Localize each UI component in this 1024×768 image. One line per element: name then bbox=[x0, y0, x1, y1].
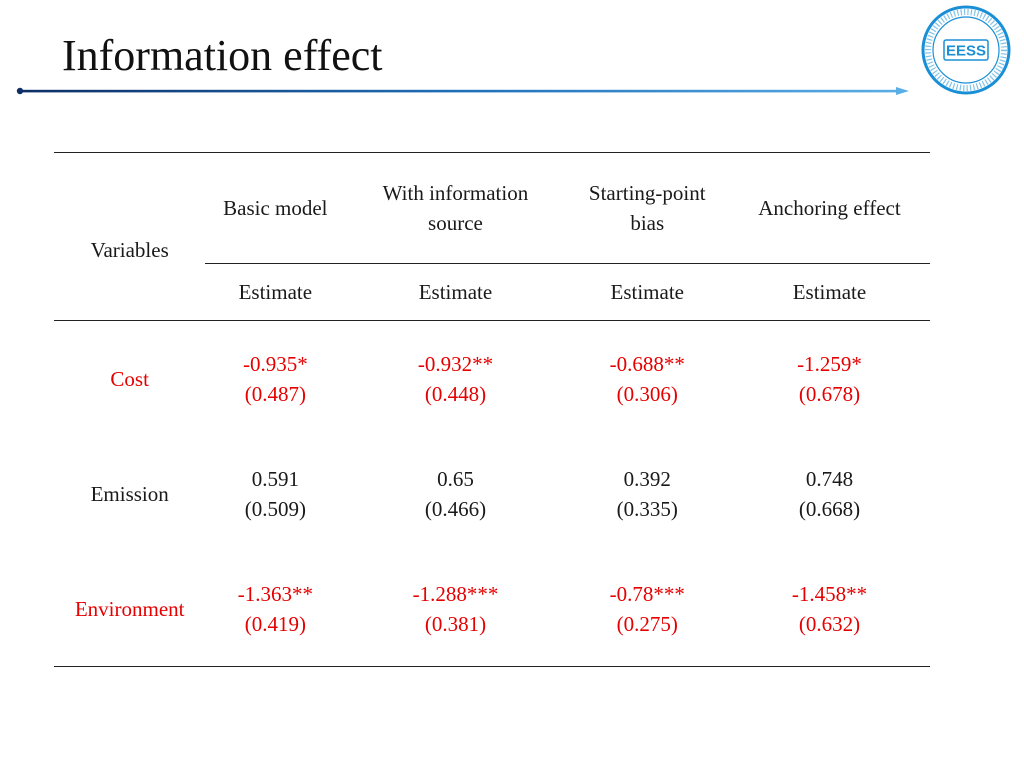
subheader-estimate: Estimate bbox=[205, 263, 346, 321]
table-row-emission: Emission 0.591 (0.509) 0.65 (0.466) 0.392(… bbox=[54, 436, 930, 551]
table-cell: -1.259* (0.678) bbox=[797, 351, 862, 406]
title-underline bbox=[16, 87, 909, 95]
slide-title: Information effect bbox=[62, 31, 383, 80]
table-cell: 0.748 (0.668) bbox=[798, 466, 861, 521]
col-header-starting-point-bias: Starting-point bias bbox=[565, 152, 729, 264]
table-row-environment: Environment -1.363** (0.419) -1.288*** (0.… bbox=[54, 551, 930, 667]
table-cell: 0.65 (0.466) bbox=[424, 466, 487, 521]
logo-text: EESS bbox=[946, 43, 986, 60]
subheader-estimate: Estimate bbox=[728, 263, 930, 321]
row-label: Emission bbox=[90, 481, 169, 506]
table-cell: 0.392 (0.335) bbox=[616, 466, 678, 521]
results-table: Variables Basic model With information s… bbox=[54, 152, 930, 667]
col-header-basic-model: Basic model bbox=[205, 152, 346, 264]
table-row-cost: Cost -0.935* (0.487) -0.932** (0.448) -0.6… bbox=[54, 321, 930, 437]
table-cell: -0.78*** (0.275) bbox=[565, 551, 729, 667]
row-label: Cost bbox=[110, 366, 149, 391]
table-cell: -0.688** (0.306) bbox=[609, 351, 685, 406]
col-header-information-source: With information source bbox=[345, 152, 566, 264]
table-cell: -0.935* (0.487) bbox=[242, 351, 308, 406]
subheader-estimate: Estimate bbox=[565, 263, 729, 321]
variables-header: Variables bbox=[54, 152, 206, 321]
table-cell: -1.458** (0.632) bbox=[728, 551, 930, 667]
table-cell: -1.288*** (0.381) bbox=[345, 551, 566, 667]
col-header-anchoring-effect: Anchoring effect bbox=[728, 152, 930, 264]
university-seal-logo: EESS bbox=[921, 5, 1011, 95]
table-cell: 0.591 (0.509) bbox=[244, 466, 306, 521]
row-label: Environment bbox=[54, 551, 206, 667]
table-cell: -0.932** (0.448) bbox=[417, 351, 494, 406]
subheader-estimate: Estimate bbox=[345, 263, 566, 321]
table-cell: -1.363** (0.419) bbox=[205, 551, 346, 667]
